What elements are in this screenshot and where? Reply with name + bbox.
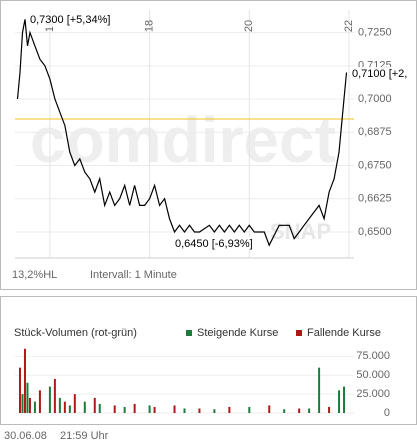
volume-bar (248, 406, 251, 413)
volume-bar (148, 405, 151, 413)
volume-bar (98, 403, 101, 413)
annotation-bg (351, 67, 415, 81)
y-tick-label: 25.000 (356, 388, 390, 400)
volume-bar (283, 409, 286, 413)
volume-bar (153, 406, 156, 413)
annotation: 0,6450 [-6,93%] (175, 238, 253, 250)
volume-bar (133, 403, 136, 413)
legend-swatch (296, 330, 302, 336)
volume-bar (318, 367, 321, 413)
y-tick-label: 0,6750 (358, 159, 392, 171)
annotation-bg (174, 237, 262, 251)
x-tick-label: 20 (243, 20, 255, 32)
volume-bar (21, 394, 24, 413)
volume-bar (68, 405, 71, 413)
price-line (16, 19, 348, 247)
volume-bar (63, 401, 66, 413)
volume-bar (18, 367, 21, 413)
y-tick-label: 0,6875 (358, 126, 392, 138)
volume-bar (298, 408, 301, 413)
x-tick-label: 18 (144, 20, 156, 32)
footer-time: 21:59 Uhr (60, 430, 109, 442)
volume-bar (328, 406, 331, 413)
x-tick-label: 22 (343, 20, 355, 32)
y-tick-label: 50.000 (356, 369, 390, 381)
volume-bar (183, 408, 186, 413)
range-label: 13,2%HL (12, 269, 57, 281)
y-tick-label: 0,6500 (358, 226, 392, 238)
volume-bar (228, 406, 231, 413)
volume-bar (26, 382, 29, 413)
volume-title: Stück-Volumen (rot-grün) (14, 327, 137, 339)
volume-bar (213, 409, 216, 413)
volume-bar (308, 408, 311, 413)
legend-swatch (186, 330, 192, 336)
watermark: SNAP (270, 219, 331, 244)
volume-bar (338, 390, 341, 413)
volume-bar (73, 394, 76, 413)
footer-date: 30.06.08 (4, 430, 47, 442)
volume-bar (93, 397, 96, 413)
legend-label: Steigende Kurse (197, 327, 278, 339)
volume-bar (38, 390, 41, 413)
volume-bar (33, 401, 36, 413)
volume-bar (173, 405, 176, 413)
volume-bar (123, 406, 126, 413)
annotation: 0,7300 [+5,34%] (30, 14, 110, 26)
y-tick-label: 0,7250 (358, 27, 392, 39)
volume-bar (58, 397, 61, 413)
volume-panel (0, 296, 417, 425)
annotation: 0,7100 [+2, (352, 68, 407, 80)
volume-bar (53, 379, 56, 413)
y-tick-label: 0,6625 (358, 193, 392, 205)
volume-bar (343, 386, 346, 413)
volume-bar (198, 408, 201, 413)
interval-label: Intervall: 1 Minute (90, 269, 177, 281)
y-tick-label: 75.000 (356, 350, 390, 362)
watermark: comdirect (30, 104, 336, 176)
volume-bar (83, 401, 86, 413)
volume-bar (28, 397, 31, 413)
y-tick-label: 0 (384, 407, 390, 419)
legend-label: Fallende Kurse (307, 327, 381, 339)
volume-bar (113, 405, 116, 413)
volume-bar (48, 386, 51, 413)
annotation-bg (29, 13, 117, 27)
y-tick-label: 0,7000 (358, 93, 392, 105)
volume-bar (23, 348, 26, 413)
volume-bar (268, 405, 271, 413)
